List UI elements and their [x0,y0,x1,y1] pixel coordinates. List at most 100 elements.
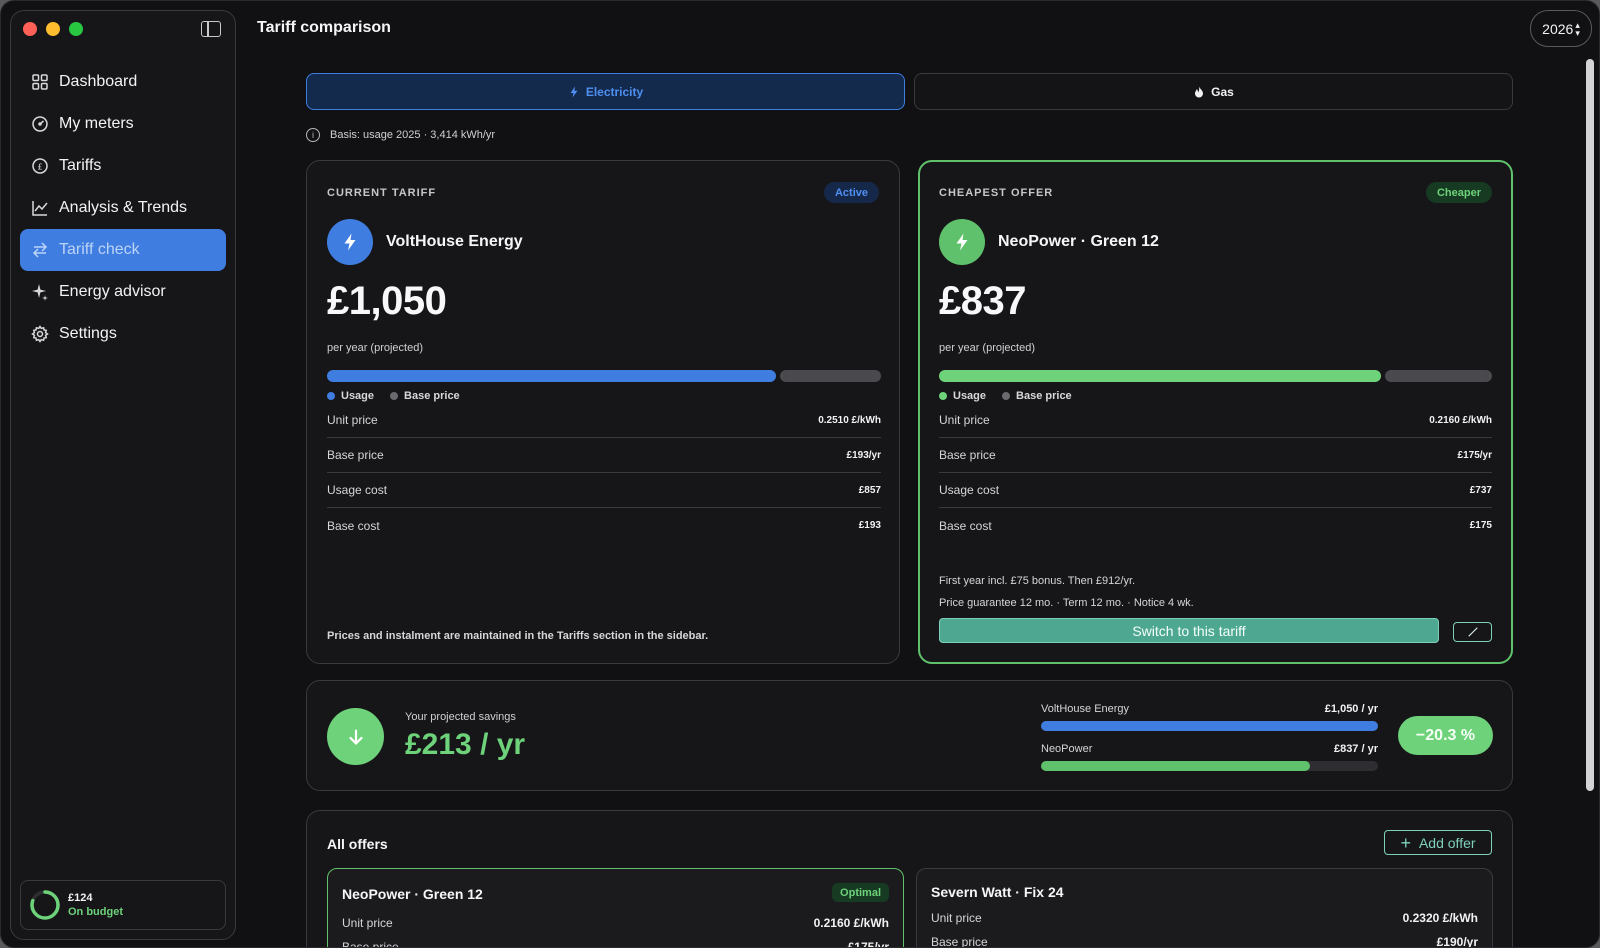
legend-base: Base price [404,390,460,402]
usage-segment [939,370,1381,382]
sidebar-item-label: Settings [59,325,117,342]
base-dot [390,392,399,400]
tab-label: Electricity [585,84,644,99]
year-value: 2026 [1542,20,1574,37]
sidebar-item-label: Dashboard [59,73,138,90]
detail-row: Base cost £193 [327,508,881,543]
pound-coin-icon: £ [32,158,48,174]
detail-label: Unit price [327,413,378,427]
close-window-button[interactable] [23,22,37,36]
annual-price: £1,050 [327,279,447,323]
detail-row: Base price £193/yr [327,438,881,473]
edit-offer-button[interactable] [1453,622,1492,642]
offer-card[interactable]: Severn Watt · Fix 24 Unit price 0.2320 £/… [916,868,1493,948]
legend-usage: Usage [953,390,987,402]
sidebar-item-tariff-check[interactable]: Tariff check [20,229,226,271]
tab-label: Gas [1211,84,1234,99]
bar-legend: Usage Base price [327,390,460,402]
offer-row-value: £190/yr [1436,935,1478,948]
detail-value: 0.2510 £/kWh [818,414,881,426]
lightning-icon [956,233,968,251]
budget-status: On budget [68,906,123,918]
cheapest-offer-card: CHEAPEST OFFER Cheaper NeoPower · Green … [918,160,1513,664]
compare-track [1041,721,1378,731]
sidebar-item-label: Tariff check [59,241,140,258]
offer-row-value: 0.2160 £/kWh [813,916,889,930]
detail-value: £193 [858,520,881,531]
switch-tariff-button[interactable]: Switch to this tariff [939,618,1439,643]
usage-dot [327,392,335,400]
detail-label: Base cost [327,518,380,533]
zoom-window-button[interactable] [69,22,83,36]
bar-legend: Usage Base price [939,390,1072,402]
offer-row-label: Unit price [342,916,393,930]
offer-row: Base price £190/yr [931,935,1478,948]
detail-label: Base price [327,448,384,462]
basis-info: i Basis: usage 2025 · 3,414 kWh/yr [306,128,495,142]
detail-label: Usage cost [327,483,388,497]
legend-usage: Usage [341,390,375,402]
page-title: Tariff comparison [257,19,391,36]
chart-line-icon [32,201,48,216]
comparison-current: VoltHouse Energy £1,050 / yr [1041,703,1378,731]
offer-row: Unit price 0.2320 £/kWh [931,911,1478,925]
tab-gas[interactable]: Gas [914,73,1513,110]
sidebar-item-settings[interactable]: Settings [20,313,226,355]
gear-icon [31,325,49,343]
offer-row-label: Base price [342,940,399,948]
detail-value: £737 [1469,484,1492,496]
sidebar-item-dashboard[interactable]: Dashboard [20,61,226,103]
lightning-icon [570,86,578,97]
add-offer-label: Add offer [1418,834,1476,851]
detail-label: Base cost [939,518,992,533]
sidebar-item-label: Tariffs [59,157,102,174]
card-label: CURRENT TARIFF [327,187,437,199]
detail-row: Usage cost £857 [327,473,881,508]
provider-name: VoltHouse Energy [386,233,523,250]
compare-track [1041,761,1378,771]
offer-row-value: £175/yr [847,940,889,948]
budget-amount: £124 [68,892,93,904]
chevron-up-down-icon: ▴ ▾ [1575,19,1580,38]
sidebar-toggle-icon[interactable] [201,21,221,37]
price-period: per year (projected) [939,342,1035,354]
detail-row: Unit price 0.2160 £/kWh [939,403,1492,438]
detail-label: Usage cost [939,483,1000,497]
base-price-segment [1385,370,1492,382]
provider-logo [327,219,373,265]
legend-base: Base price [1016,390,1072,402]
bonus-note: First year incl. £75 bonus. Then £912/yr… [939,575,1136,587]
offer-card[interactable]: NeoPower · Green 12 Optimal Unit price 0.… [327,868,904,948]
sidebar-item-energy-advisor[interactable]: Energy advisor [20,271,226,313]
sparkle-icon [32,284,48,301]
tab-electricity[interactable]: Electricity [306,73,905,110]
detail-row: Usage cost £737 [939,473,1492,508]
year-selector[interactable]: 2026 ▴ ▾ [1530,10,1592,47]
gauge-icon [32,116,48,132]
all-offers-section: All offers + Add offer NeoPower · Green … [306,810,1513,948]
comparison-offer: NeoPower £837 / yr [1041,743,1378,771]
budget-widget[interactable]: £124 On budget [20,880,226,930]
tariff-note: Prices and instalment are maintained in … [327,630,709,642]
sidebar-item-label: My meters [59,115,134,132]
sidebar-item-analysis[interactable]: Analysis & Trends [20,187,226,229]
detail-row: Base cost £175 [939,508,1492,543]
detail-label: Base price [939,448,996,462]
terms-note: Price guarantee 12 mo. · Term 12 mo. · N… [939,597,1194,609]
swap-arrows-icon [32,242,48,258]
offer-name: Severn Watt · Fix 24 [931,884,1064,900]
compare-name: VoltHouse Energy [1041,703,1130,715]
basis-text: Basis: usage 2025 · 3,414 kWh/yr [330,129,496,141]
detail-value: £175 [1469,520,1492,531]
detail-row: Unit price 0.2510 £/kWh [327,403,881,438]
add-offer-button[interactable]: + Add offer [1384,830,1492,855]
price-details: Unit price 0.2160 £/kWh Base price £175/yr… [939,403,1492,543]
status-badge: Active [823,182,879,203]
status-badge: Cheaper [1425,182,1492,203]
sidebar-item-my-meters[interactable]: My meters [20,103,226,145]
scrollbar-thumb[interactable] [1586,59,1594,791]
minimize-window-button[interactable] [46,22,60,36]
detail-value: £857 [858,484,881,496]
sidebar-item-tariffs[interactable]: £ Tariffs [20,145,226,187]
